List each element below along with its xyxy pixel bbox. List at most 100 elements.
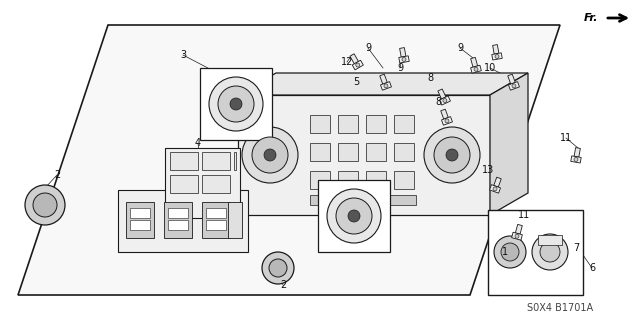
- Circle shape: [445, 119, 449, 123]
- Circle shape: [424, 127, 480, 183]
- Text: 3: 3: [180, 50, 186, 60]
- Bar: [202, 202, 230, 238]
- Circle shape: [402, 57, 406, 61]
- Bar: [165, 148, 240, 218]
- Bar: [168, 208, 188, 218]
- Circle shape: [574, 157, 578, 161]
- Bar: [310, 115, 330, 133]
- Text: 11: 11: [560, 133, 572, 143]
- Bar: [126, 202, 154, 238]
- Bar: [130, 208, 150, 218]
- Circle shape: [264, 149, 276, 161]
- Text: 2: 2: [280, 280, 286, 290]
- Polygon shape: [350, 54, 358, 64]
- Text: 9: 9: [397, 63, 403, 73]
- Bar: [202, 152, 230, 170]
- Bar: [394, 171, 414, 189]
- Text: Fr.: Fr.: [584, 13, 598, 23]
- Polygon shape: [442, 116, 452, 125]
- Bar: [310, 171, 330, 189]
- Text: 2: 2: [54, 170, 60, 180]
- Text: 11: 11: [518, 210, 530, 220]
- Circle shape: [532, 234, 568, 270]
- Bar: [200, 68, 272, 140]
- Bar: [386, 195, 416, 205]
- Bar: [318, 180, 390, 252]
- Bar: [206, 220, 226, 230]
- Bar: [338, 143, 358, 161]
- Bar: [168, 220, 188, 230]
- Circle shape: [434, 137, 470, 173]
- Polygon shape: [18, 25, 560, 295]
- Polygon shape: [493, 44, 499, 54]
- Text: 5: 5: [353, 77, 359, 87]
- Polygon shape: [470, 65, 481, 73]
- Text: 13: 13: [482, 165, 494, 175]
- Circle shape: [269, 259, 287, 277]
- Bar: [164, 202, 192, 238]
- Polygon shape: [470, 57, 477, 67]
- Circle shape: [493, 187, 497, 191]
- Circle shape: [230, 98, 242, 110]
- Bar: [130, 220, 150, 230]
- Circle shape: [443, 99, 447, 102]
- Circle shape: [242, 127, 298, 183]
- Bar: [118, 190, 248, 252]
- Text: 4: 4: [195, 138, 201, 148]
- Bar: [228, 202, 242, 238]
- Bar: [488, 210, 583, 295]
- Bar: [234, 152, 236, 170]
- Polygon shape: [399, 48, 406, 57]
- Bar: [366, 115, 386, 133]
- Polygon shape: [440, 96, 451, 105]
- Bar: [394, 143, 414, 161]
- Polygon shape: [380, 74, 387, 84]
- Polygon shape: [574, 148, 580, 157]
- Bar: [202, 175, 230, 193]
- Circle shape: [474, 67, 478, 71]
- Text: 7: 7: [573, 243, 579, 253]
- Bar: [338, 171, 358, 189]
- Text: S0X4 B1701A: S0X4 B1701A: [527, 303, 593, 313]
- Circle shape: [446, 149, 458, 161]
- Circle shape: [209, 77, 263, 131]
- Text: 9: 9: [365, 43, 371, 53]
- Polygon shape: [515, 224, 522, 234]
- Polygon shape: [508, 74, 515, 84]
- Circle shape: [356, 63, 360, 67]
- Text: 9: 9: [457, 43, 463, 53]
- Circle shape: [494, 236, 526, 268]
- Polygon shape: [509, 82, 520, 90]
- Polygon shape: [493, 177, 501, 187]
- Bar: [338, 115, 358, 133]
- Polygon shape: [490, 73, 528, 215]
- Circle shape: [512, 84, 516, 88]
- Bar: [538, 235, 562, 245]
- Polygon shape: [438, 89, 446, 99]
- Polygon shape: [441, 109, 448, 119]
- Bar: [348, 195, 378, 205]
- Bar: [170, 152, 198, 170]
- Circle shape: [33, 193, 57, 217]
- Bar: [366, 143, 386, 161]
- Bar: [310, 143, 330, 161]
- Circle shape: [501, 243, 519, 261]
- Polygon shape: [352, 60, 364, 70]
- Circle shape: [336, 198, 372, 234]
- Polygon shape: [381, 82, 392, 90]
- Circle shape: [348, 210, 360, 222]
- Bar: [366, 171, 386, 189]
- Text: 10: 10: [484, 63, 496, 73]
- Text: 8: 8: [427, 73, 433, 83]
- Polygon shape: [490, 185, 500, 193]
- Circle shape: [327, 189, 381, 243]
- Polygon shape: [571, 156, 581, 163]
- Circle shape: [25, 185, 65, 225]
- Circle shape: [384, 84, 388, 88]
- Circle shape: [495, 54, 499, 59]
- Text: 1: 1: [502, 247, 508, 257]
- Circle shape: [218, 86, 254, 122]
- Text: 8: 8: [435, 97, 441, 107]
- Bar: [310, 195, 340, 205]
- Polygon shape: [511, 232, 522, 240]
